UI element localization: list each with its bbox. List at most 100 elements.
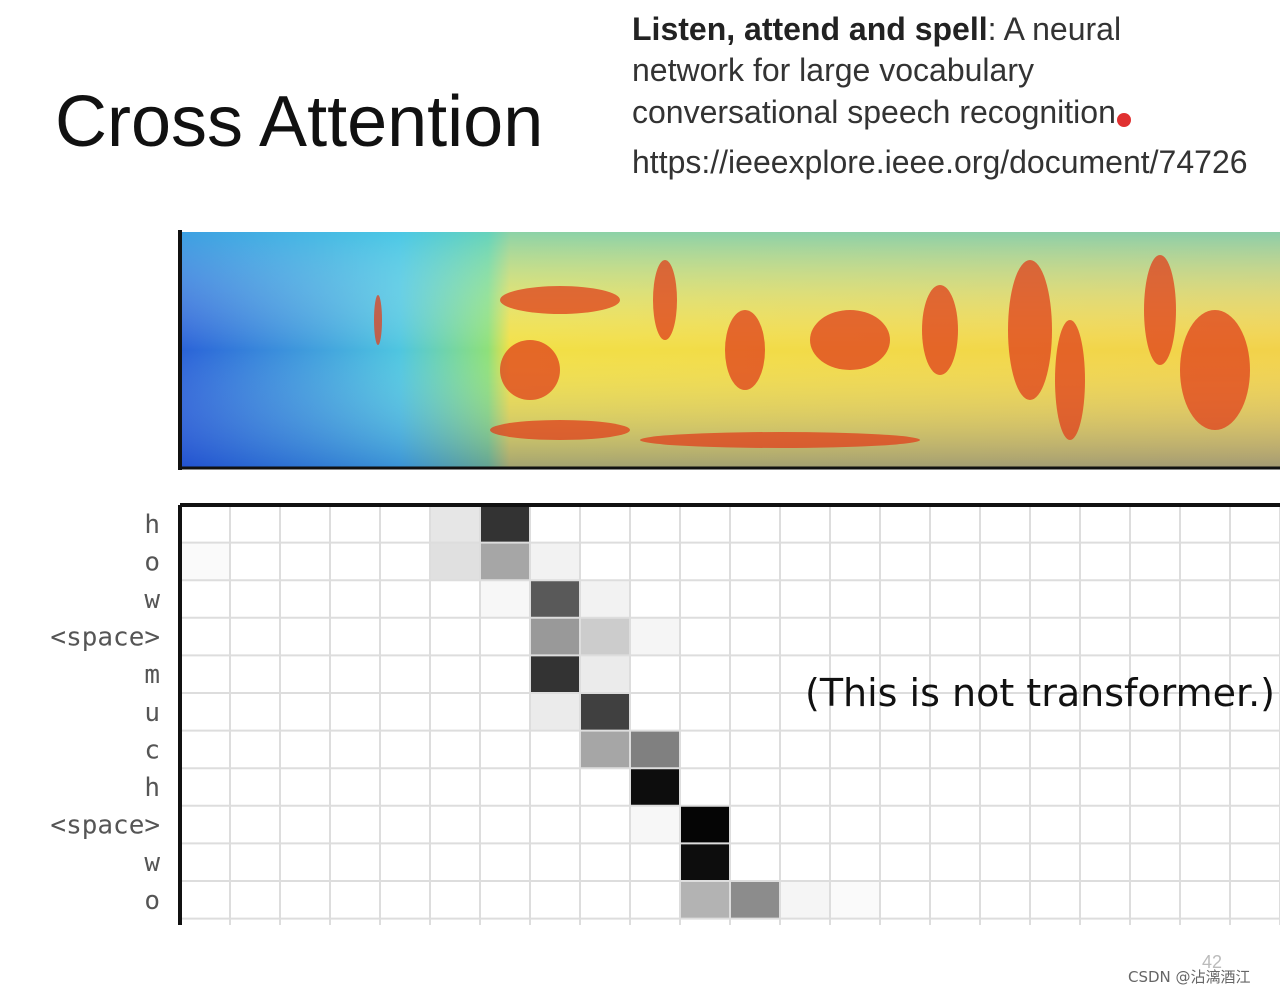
attention-cell xyxy=(530,881,580,919)
attention-cell xyxy=(430,730,480,769)
attention-cell xyxy=(230,693,280,731)
row-label: w xyxy=(144,848,160,878)
row-label: o xyxy=(144,547,160,577)
attention-cell xyxy=(930,805,980,844)
attention-cell xyxy=(580,693,630,731)
attention-cell xyxy=(1130,768,1180,806)
attention-cell xyxy=(630,505,680,543)
attention-cell xyxy=(730,617,780,656)
attention-cell xyxy=(1130,805,1180,844)
attention-cell xyxy=(880,881,930,919)
attention-cell xyxy=(730,730,780,769)
attention-cell xyxy=(1230,881,1280,919)
attention-cell xyxy=(480,730,530,769)
attention-cell xyxy=(930,843,980,881)
attention-cell xyxy=(680,617,730,656)
attention-cell xyxy=(1030,730,1080,769)
attention-cell xyxy=(430,881,480,919)
attention-cell xyxy=(380,542,430,581)
attention-cell xyxy=(230,542,280,581)
attention-cell xyxy=(480,693,530,731)
attention-cell xyxy=(480,655,530,693)
attention-cell xyxy=(530,505,580,543)
attention-cell xyxy=(380,693,430,731)
attention-cell xyxy=(1180,542,1230,581)
attention-cell xyxy=(780,505,830,543)
attention-cell xyxy=(780,730,830,769)
attention-cell xyxy=(330,505,380,543)
attention-cell xyxy=(680,693,730,731)
attention-cell xyxy=(1230,542,1280,581)
row-label: <space> xyxy=(50,623,160,653)
attention-cell xyxy=(1230,580,1280,618)
attention-cell xyxy=(780,542,830,581)
attention-cell xyxy=(830,693,880,731)
attention-cell xyxy=(1030,768,1080,806)
attention-cell xyxy=(480,881,530,919)
attention-cell xyxy=(1030,805,1080,844)
attention-cell xyxy=(680,881,730,919)
attention-cell xyxy=(430,843,480,881)
attention-cell xyxy=(1030,617,1080,656)
reference-line: network for large vocabulary xyxy=(632,52,1034,88)
attention-cell xyxy=(730,655,780,693)
attention-cell xyxy=(830,580,880,618)
attention-cell xyxy=(230,505,280,543)
attention-cell xyxy=(1180,505,1230,543)
attention-cell xyxy=(180,617,230,656)
attention-cell xyxy=(430,505,480,543)
attention-cell xyxy=(180,693,230,731)
attention-cell xyxy=(1230,730,1280,769)
attention-cell xyxy=(1130,580,1180,618)
attention-cell xyxy=(330,768,380,806)
attention-cell xyxy=(280,505,330,543)
attention-cell xyxy=(1230,505,1280,543)
reference-url[interactable]: https://ieeexplore.ieee.org/document/747… xyxy=(632,144,1248,180)
attention-cell xyxy=(880,655,930,693)
attention-cell xyxy=(730,768,780,806)
attention-cell xyxy=(1180,693,1230,731)
attention-cell xyxy=(1080,655,1130,693)
attention-cell xyxy=(1080,730,1130,769)
attention-cell xyxy=(980,542,1030,581)
attention-cell xyxy=(330,843,380,881)
attention-cell xyxy=(780,768,830,806)
attention-cell xyxy=(930,655,980,693)
attention-cell xyxy=(780,693,830,731)
attention-cell xyxy=(680,843,730,881)
attention-cell xyxy=(830,843,880,881)
row-label: u xyxy=(144,698,160,728)
attention-cell xyxy=(1030,580,1080,618)
attention-cell xyxy=(1080,805,1130,844)
attention-cell xyxy=(1130,655,1180,693)
attention-cell xyxy=(330,881,380,919)
attention-cell xyxy=(280,655,330,693)
attention-cell xyxy=(1030,655,1080,693)
attention-cell xyxy=(930,881,980,919)
note: (This is not transformer.) xyxy=(805,671,1275,715)
attention-cell xyxy=(630,542,680,581)
attention-cell xyxy=(330,730,380,769)
attention-cell xyxy=(930,693,980,731)
attention-cell xyxy=(1080,693,1130,731)
attention-cell xyxy=(1180,805,1230,844)
attention-cell xyxy=(180,805,230,844)
attention-cell xyxy=(930,542,980,581)
attention-cell xyxy=(480,768,530,806)
attention-cell xyxy=(280,730,330,769)
attention-cell xyxy=(630,768,680,806)
attention-cell xyxy=(630,730,680,769)
attention-cell xyxy=(430,617,480,656)
attention-cell xyxy=(480,617,530,656)
attention-cell xyxy=(230,843,280,881)
attention-cell xyxy=(380,580,430,618)
attention-cell xyxy=(1080,768,1130,806)
attention-cell xyxy=(330,580,380,618)
attention-cell xyxy=(430,768,480,806)
attention-cell xyxy=(1080,617,1130,656)
attention-cell xyxy=(380,768,430,806)
attention-cell xyxy=(580,805,630,844)
attention-cell xyxy=(180,580,230,618)
attention-cell xyxy=(280,843,330,881)
